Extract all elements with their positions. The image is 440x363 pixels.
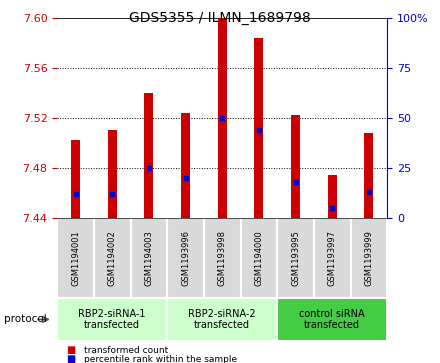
- Bar: [108, 130, 117, 218]
- Text: GSM1194000: GSM1194000: [254, 230, 264, 286]
- Bar: [314, 218, 351, 298]
- Bar: [71, 140, 80, 218]
- Text: GSM1193997: GSM1193997: [328, 230, 337, 286]
- Bar: [144, 93, 154, 218]
- Bar: [181, 113, 190, 218]
- Text: GDS5355 / ILMN_1689798: GDS5355 / ILMN_1689798: [129, 11, 311, 25]
- Bar: [204, 218, 241, 298]
- Text: transformed count: transformed count: [84, 346, 168, 355]
- Text: GSM1193995: GSM1193995: [291, 230, 300, 286]
- Text: GSM1193996: GSM1193996: [181, 230, 190, 286]
- Bar: [57, 218, 94, 298]
- Text: GSM1193999: GSM1193999: [364, 230, 374, 286]
- Text: GSM1193998: GSM1193998: [218, 230, 227, 286]
- Text: ■: ■: [66, 345, 75, 355]
- Bar: [277, 218, 314, 298]
- Text: RBP2-siRNA-1
transfected: RBP2-siRNA-1 transfected: [78, 309, 146, 330]
- Bar: [364, 133, 374, 218]
- Text: percentile rank within the sample: percentile rank within the sample: [84, 355, 237, 363]
- Bar: [218, 18, 227, 218]
- Text: RBP2-siRNA-2
transfected: RBP2-siRNA-2 transfected: [188, 309, 256, 330]
- Bar: [254, 38, 264, 218]
- Bar: [291, 115, 300, 218]
- Bar: [277, 298, 387, 341]
- Bar: [94, 218, 131, 298]
- Bar: [351, 218, 387, 298]
- Text: GSM1194002: GSM1194002: [108, 230, 117, 286]
- Text: GSM1194001: GSM1194001: [71, 230, 80, 286]
- Bar: [57, 298, 167, 341]
- Bar: [328, 175, 337, 218]
- Text: GSM1194003: GSM1194003: [144, 230, 154, 286]
- Text: control siRNA
transfected: control siRNA transfected: [299, 309, 365, 330]
- Bar: [241, 218, 277, 298]
- Bar: [167, 298, 277, 341]
- Text: protocol: protocol: [4, 314, 47, 325]
- Bar: [167, 218, 204, 298]
- Text: ■: ■: [66, 354, 75, 363]
- Bar: [131, 218, 167, 298]
